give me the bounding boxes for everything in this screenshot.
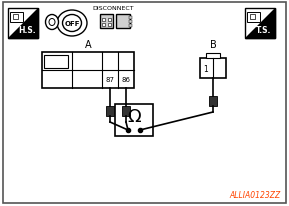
Bar bbox=[245, 9, 275, 39]
Text: 87: 87 bbox=[105, 77, 114, 83]
Bar bbox=[250, 15, 255, 20]
Bar bbox=[44, 56, 68, 69]
Bar bbox=[10, 13, 23, 23]
Bar bbox=[200, 59, 226, 79]
Text: H.S.: H.S. bbox=[18, 26, 36, 35]
Polygon shape bbox=[8, 9, 38, 39]
Bar bbox=[13, 15, 18, 20]
Polygon shape bbox=[245, 9, 275, 39]
Bar bbox=[102, 24, 105, 27]
Ellipse shape bbox=[57, 11, 87, 37]
Text: A: A bbox=[85, 40, 91, 50]
Bar bbox=[129, 17, 132, 20]
Bar bbox=[122, 107, 130, 116]
Bar bbox=[102, 19, 105, 22]
Bar bbox=[129, 21, 132, 24]
Bar bbox=[247, 13, 260, 23]
Text: OFF: OFF bbox=[64, 21, 80, 27]
Bar bbox=[115, 104, 153, 136]
Bar bbox=[100, 15, 113, 29]
Bar bbox=[108, 24, 111, 27]
Ellipse shape bbox=[49, 19, 55, 26]
Bar bbox=[8, 9, 38, 39]
Bar bbox=[108, 19, 111, 22]
Bar bbox=[209, 97, 217, 107]
Text: ALLIA0123ZZ: ALLIA0123ZZ bbox=[230, 190, 281, 199]
Bar bbox=[42, 53, 134, 89]
Bar bbox=[129, 25, 132, 28]
Ellipse shape bbox=[45, 15, 58, 30]
Bar bbox=[116, 15, 130, 29]
Text: B: B bbox=[210, 40, 216, 50]
Text: T.S.: T.S. bbox=[256, 26, 272, 35]
Bar bbox=[206, 54, 220, 59]
Text: DISCONNECT: DISCONNECT bbox=[92, 6, 134, 11]
Bar bbox=[106, 107, 114, 116]
Text: 86: 86 bbox=[121, 77, 131, 83]
Text: Ω: Ω bbox=[127, 108, 141, 125]
Text: 1: 1 bbox=[204, 64, 208, 73]
Ellipse shape bbox=[62, 15, 81, 32]
